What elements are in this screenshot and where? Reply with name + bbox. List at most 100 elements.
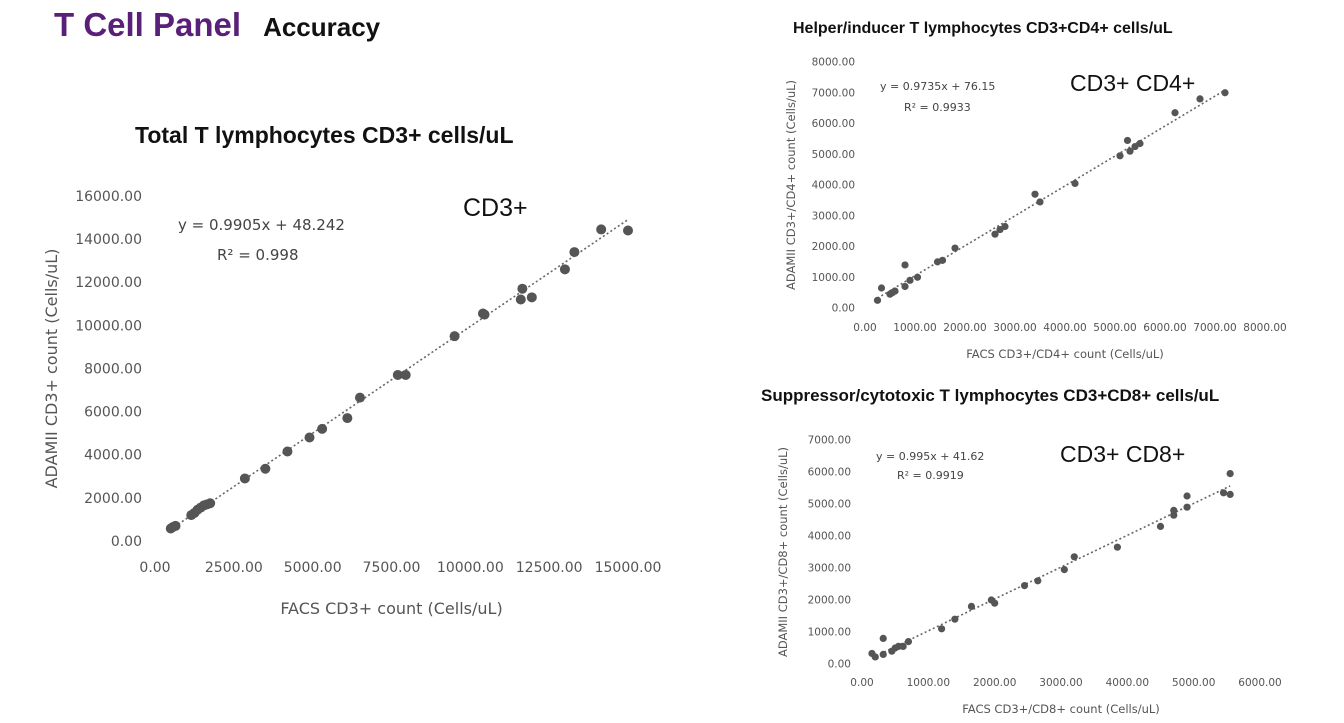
x-tick-label: 12500.00 (516, 560, 583, 576)
data-point (1001, 222, 1009, 231)
data-point (879, 650, 887, 659)
page-subtitle: Accuracy (263, 12, 381, 42)
x-tick-label: 3000.00 (1039, 677, 1082, 689)
data-point (967, 602, 976, 611)
data-point (449, 331, 460, 342)
data-point (951, 615, 959, 623)
data-point (1060, 566, 1068, 574)
y-tick-label: 3000.00 (812, 210, 855, 222)
x-tick-label: 2000.00 (943, 322, 986, 334)
trendline-equation: y = 0.9905x + 48.242 (178, 216, 345, 234)
y-axis-label: ADAMII CD3+ count (Cells/uL) (42, 249, 61, 489)
data-point (304, 432, 315, 443)
y-tick-label: 8000.00 (84, 361, 142, 377)
x-tick-label: 7000.00 (1193, 322, 1236, 334)
x-tick-label: 3000.00 (993, 322, 1036, 334)
data-point (1219, 489, 1228, 497)
data-point (1036, 198, 1044, 206)
y-tick-label: 14000.00 (75, 232, 142, 248)
data-point (317, 423, 328, 434)
data-point (260, 463, 271, 474)
data-point (342, 413, 353, 424)
chart-marker-label: CD3+ CD8+ (1060, 441, 1185, 467)
y-tick-label: 10000.00 (75, 318, 142, 334)
data-point (623, 225, 633, 236)
y-tick-label: 2000.00 (84, 491, 142, 507)
x-tick-label: 10000.00 (437, 560, 504, 576)
data-point (1071, 179, 1079, 188)
x-tick-label: 4000.00 (1106, 677, 1149, 689)
trendline-equation: y = 0.9735x + 76.15 (880, 80, 995, 93)
data-point (526, 292, 537, 303)
data-point (904, 638, 913, 646)
y-tick-label: 4000.00 (84, 448, 142, 464)
y-tick-label: 7000.00 (812, 87, 855, 99)
r-squared-label: R² = 0.9919 (897, 469, 964, 482)
y-tick-label: 8000.00 (812, 57, 855, 69)
r-squared-label: R² = 0.9933 (904, 101, 971, 114)
chart-title-cd8: Suppressor/cytotoxic T lymphocytes CD3+C… (761, 386, 1220, 405)
y-tick-label: 2000.00 (812, 241, 855, 253)
chart-title-cd4: Helper/inducer T lymphocytes CD3+CD4+ ce… (793, 20, 1173, 37)
x-axis-label: FACS CD3+/CD4+ count (Cells/uL) (966, 347, 1164, 361)
y-tick-label: 7000.00 (808, 435, 851, 447)
data-point (873, 296, 882, 304)
data-point (938, 256, 947, 264)
data-point (871, 653, 879, 661)
y-tick-label: 16000.00 (75, 189, 142, 205)
y-axis-label: ADAMII CD3+/CD8+ count (Cells/uL) (776, 447, 790, 657)
y-tick-label: 4000.00 (812, 180, 855, 192)
y-tick-label: 0.00 (832, 303, 855, 315)
y-tick-label: 5000.00 (808, 499, 851, 511)
y-tick-label: 12000.00 (75, 275, 142, 291)
x-tick-label: 5000.00 (1172, 677, 1215, 689)
x-axis-label: FACS CD3+ count (Cells/uL) (280, 599, 502, 618)
x-tick-label: 0.00 (139, 560, 170, 576)
data-point (901, 261, 909, 269)
page-header: T Cell Panel Accuracy (54, 6, 380, 44)
data-point (1183, 503, 1191, 511)
data-point (906, 276, 914, 284)
data-point (991, 230, 999, 238)
x-tick-label: 4000.00 (1043, 322, 1086, 334)
data-point (1070, 553, 1078, 561)
data-point (517, 283, 528, 294)
data-point (1196, 95, 1204, 103)
y-tick-label: 1000.00 (808, 627, 851, 639)
data-point (1034, 577, 1042, 585)
data-point (1221, 89, 1229, 97)
data-point (239, 473, 250, 484)
data-point (879, 634, 887, 643)
data-point (392, 369, 403, 380)
y-axis-label: ADAMII CD3+/CD4+ count (Cells/uL) (784, 80, 798, 290)
data-point (170, 520, 181, 531)
y-tick-label: 2000.00 (808, 595, 851, 607)
data-point (951, 244, 959, 252)
r-squared-label: R² = 0.998 (217, 246, 298, 264)
data-point (569, 247, 580, 258)
x-tick-label: 6000.00 (1238, 677, 1281, 689)
y-tick-label: 6000.00 (84, 405, 142, 421)
data-point (1226, 490, 1234, 498)
chart-cd4: 0.00 1000.00 2000.00 3000.00 4000.00 5000.00 6… (784, 57, 1287, 361)
x-tick-label: 5000.00 (1093, 322, 1136, 334)
data-point (1113, 543, 1121, 551)
x-tick-label: 2500.00 (205, 560, 263, 576)
data-point (1156, 522, 1165, 531)
y-tick-label: 4000.00 (808, 531, 851, 543)
data-point (1136, 139, 1144, 148)
x-tick-label: 1000.00 (907, 677, 950, 689)
data-point (1020, 582, 1029, 590)
x-axis-label: FACS CD3+/CD8+ count (Cells/uL) (962, 702, 1160, 716)
data-point (479, 309, 490, 320)
data-point (1183, 492, 1191, 500)
data-point (913, 273, 922, 281)
y-tick-label: 3000.00 (808, 563, 851, 575)
data-point (891, 287, 899, 295)
page-title: T Cell Panel (54, 6, 242, 43)
y-tick-label: 0.00 (828, 659, 851, 671)
data-point (1170, 506, 1178, 514)
data-point (877, 284, 886, 292)
x-tick-label: 0.00 (850, 677, 873, 689)
